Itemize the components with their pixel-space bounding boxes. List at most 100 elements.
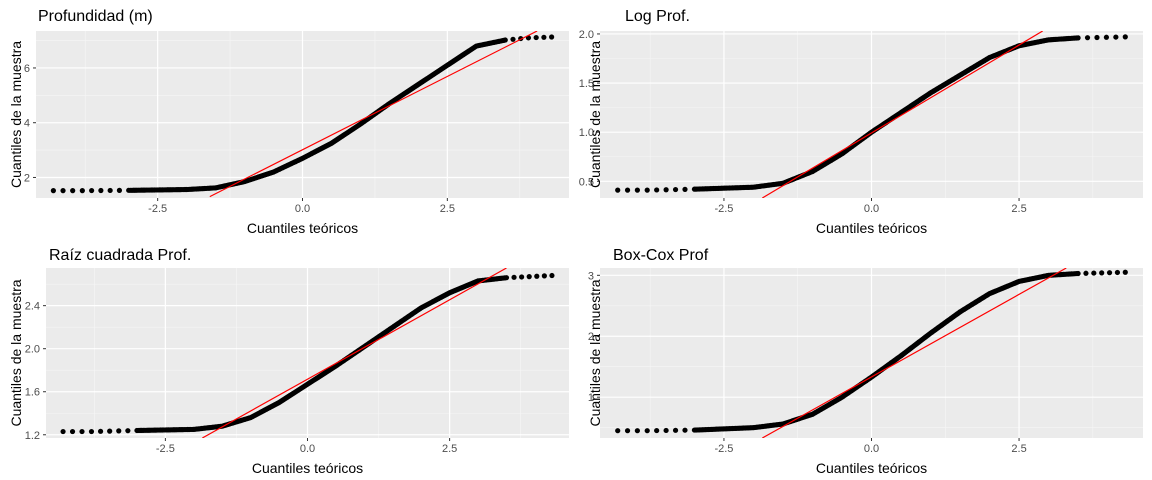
data-layer [615,268,1128,438]
qq-panel-4: -2.5 0.0 2.5 1 2 3 Box-Cox Prof Cuantiles teóri… [587,247,1143,476]
y-axis-label: Cuantiles de la muestra [587,41,603,188]
panel-title: Profundidad (m) [38,8,153,25]
sample-quantile-point [107,187,113,194]
qq-panel-2: -2.5 0.0 2.5 0.5 1.0 1.5 2.0 Log Prof. Cuantiles… [579,8,1143,236]
y-tick-label: 0.5 [579,176,594,188]
panel-title: Raíz cuadrada Prof. [49,247,191,264]
sample-quantile-point [510,36,516,42]
x-tick-label: 0.0 [300,443,315,455]
sample-quantile-point [503,275,510,281]
qq-reference-line [209,31,538,198]
x-tick-label: 2.5 [440,203,455,215]
sample-quantile-point [672,186,679,193]
x-axis-label: Cuantiles teóricos [816,460,927,476]
x-axis-label: Cuantiles teóricos [247,220,358,236]
panel-title: Log Prof. [625,8,690,25]
sample-quantile-point [1106,270,1113,276]
y-axis-label: Cuantiles de la muestra [587,279,603,426]
sample-quantile-point [654,187,660,193]
y-tick-label: 2.0 [25,344,40,356]
x-tick-label: 2.5 [442,443,457,455]
y-axis-label: Cuantiles de la muestra [8,41,24,188]
data-layer [615,31,1128,198]
sample-quantile-point [1122,269,1128,275]
qq-reference-line [762,31,1043,198]
y-tick-label: 1.6 [25,387,40,399]
y-axis-label: Cuantiles de la muestra [8,279,24,426]
sample-quantile-point [89,187,95,194]
sample-quantile-point [533,34,539,41]
sample-quantile-point [526,274,532,280]
sample-quantile-point [1113,34,1119,40]
sample-quantile-point [663,427,669,434]
sample-quantile-point [615,187,621,193]
sample-quantile-point [1103,34,1110,40]
sample-quantile-point [1099,270,1105,276]
panel-title: Box-Cox Prof [613,247,709,264]
sample-quantile-point [502,37,508,43]
x-axis-label: Cuantiles teóricos [816,220,927,236]
qq-panel-1: -2.5 0.0 2.5 2 4 6 Profundidad (m) Cuantiles te… [8,8,569,236]
sample-quantile-point [549,272,555,279]
sample-quantile-point [1084,35,1091,41]
sample-quantile-point [1114,269,1121,276]
sample-quantile-point [70,188,76,194]
sample-quantile-point [663,187,669,193]
sample-quantile-point [98,187,104,194]
x-tick-label: 2.5 [1011,203,1026,215]
x-tick-label: 0.0 [295,203,310,215]
data-layer [50,31,555,198]
sample-quantile-point [69,428,76,435]
y-tick-label: 2 [588,331,594,343]
sample-quantile-point [107,428,113,434]
y-tick-label: 1.2 [25,430,40,442]
x-tick-label: -2.5 [148,203,167,215]
qq-panel-3: -2.5 0.0 2.5 1.2 1.6 2.0 2.4 Raíz cuadrada Prof… [8,247,569,476]
sample-quantile-point [541,273,547,279]
x-tick-label: 2.5 [1011,443,1026,455]
x-tick-label: 0.0 [864,443,879,455]
qq-reference-line [762,268,1067,438]
sample-quantile-point [624,187,631,193]
sample-quantile-point [1094,34,1100,41]
x-axis-label: Cuantiles teóricos [252,460,363,476]
x-tick-label: -2.5 [714,203,733,215]
x-tick-label: 0.0 [864,203,879,215]
y-tick-label: 1 [588,392,594,404]
qq-reference-line [202,268,507,438]
sample-quantile-point [1091,270,1097,276]
sample-quantile-point [682,427,688,433]
sample-quantile-point [644,428,650,434]
sample-quantile-point [634,187,640,193]
sample-quantile-point [60,188,66,194]
sample-quantile-point [541,34,547,40]
y-tick-label: 3 [588,270,594,282]
y-tick-label: 2.0 [579,29,594,41]
x-tick-label: -2.5 [714,443,733,455]
sample-quantile-point [116,187,123,193]
sample-quantile-point [125,428,131,434]
sample-quantile-point [672,427,679,433]
sample-quantile-point [511,274,517,280]
sample-quantile-point [1075,270,1081,277]
sample-quantile-point [534,273,540,279]
sample-quantile-point [1083,270,1089,276]
sample-quantile-point [634,428,640,434]
sample-quantile-point [644,187,650,193]
sample-quantile-point [79,428,85,435]
sample-quantile-point [60,428,66,435]
sample-quantile-point [682,186,688,192]
y-tick-label: 1.0 [579,127,594,139]
y-tick-label: 4 [24,118,30,130]
sample-quantile-point [97,428,104,434]
sample-quantile-point [1075,35,1081,41]
sample-quantile-point [50,188,56,194]
sample-quantile-point [79,188,85,194]
sample-quantile-point [1122,34,1128,40]
sample-quantile-point [116,428,122,434]
data-layer [60,268,555,438]
sample-quantile-point [519,274,525,280]
y-tick-label: 2 [24,172,30,184]
sample-quantile-point [624,428,631,434]
